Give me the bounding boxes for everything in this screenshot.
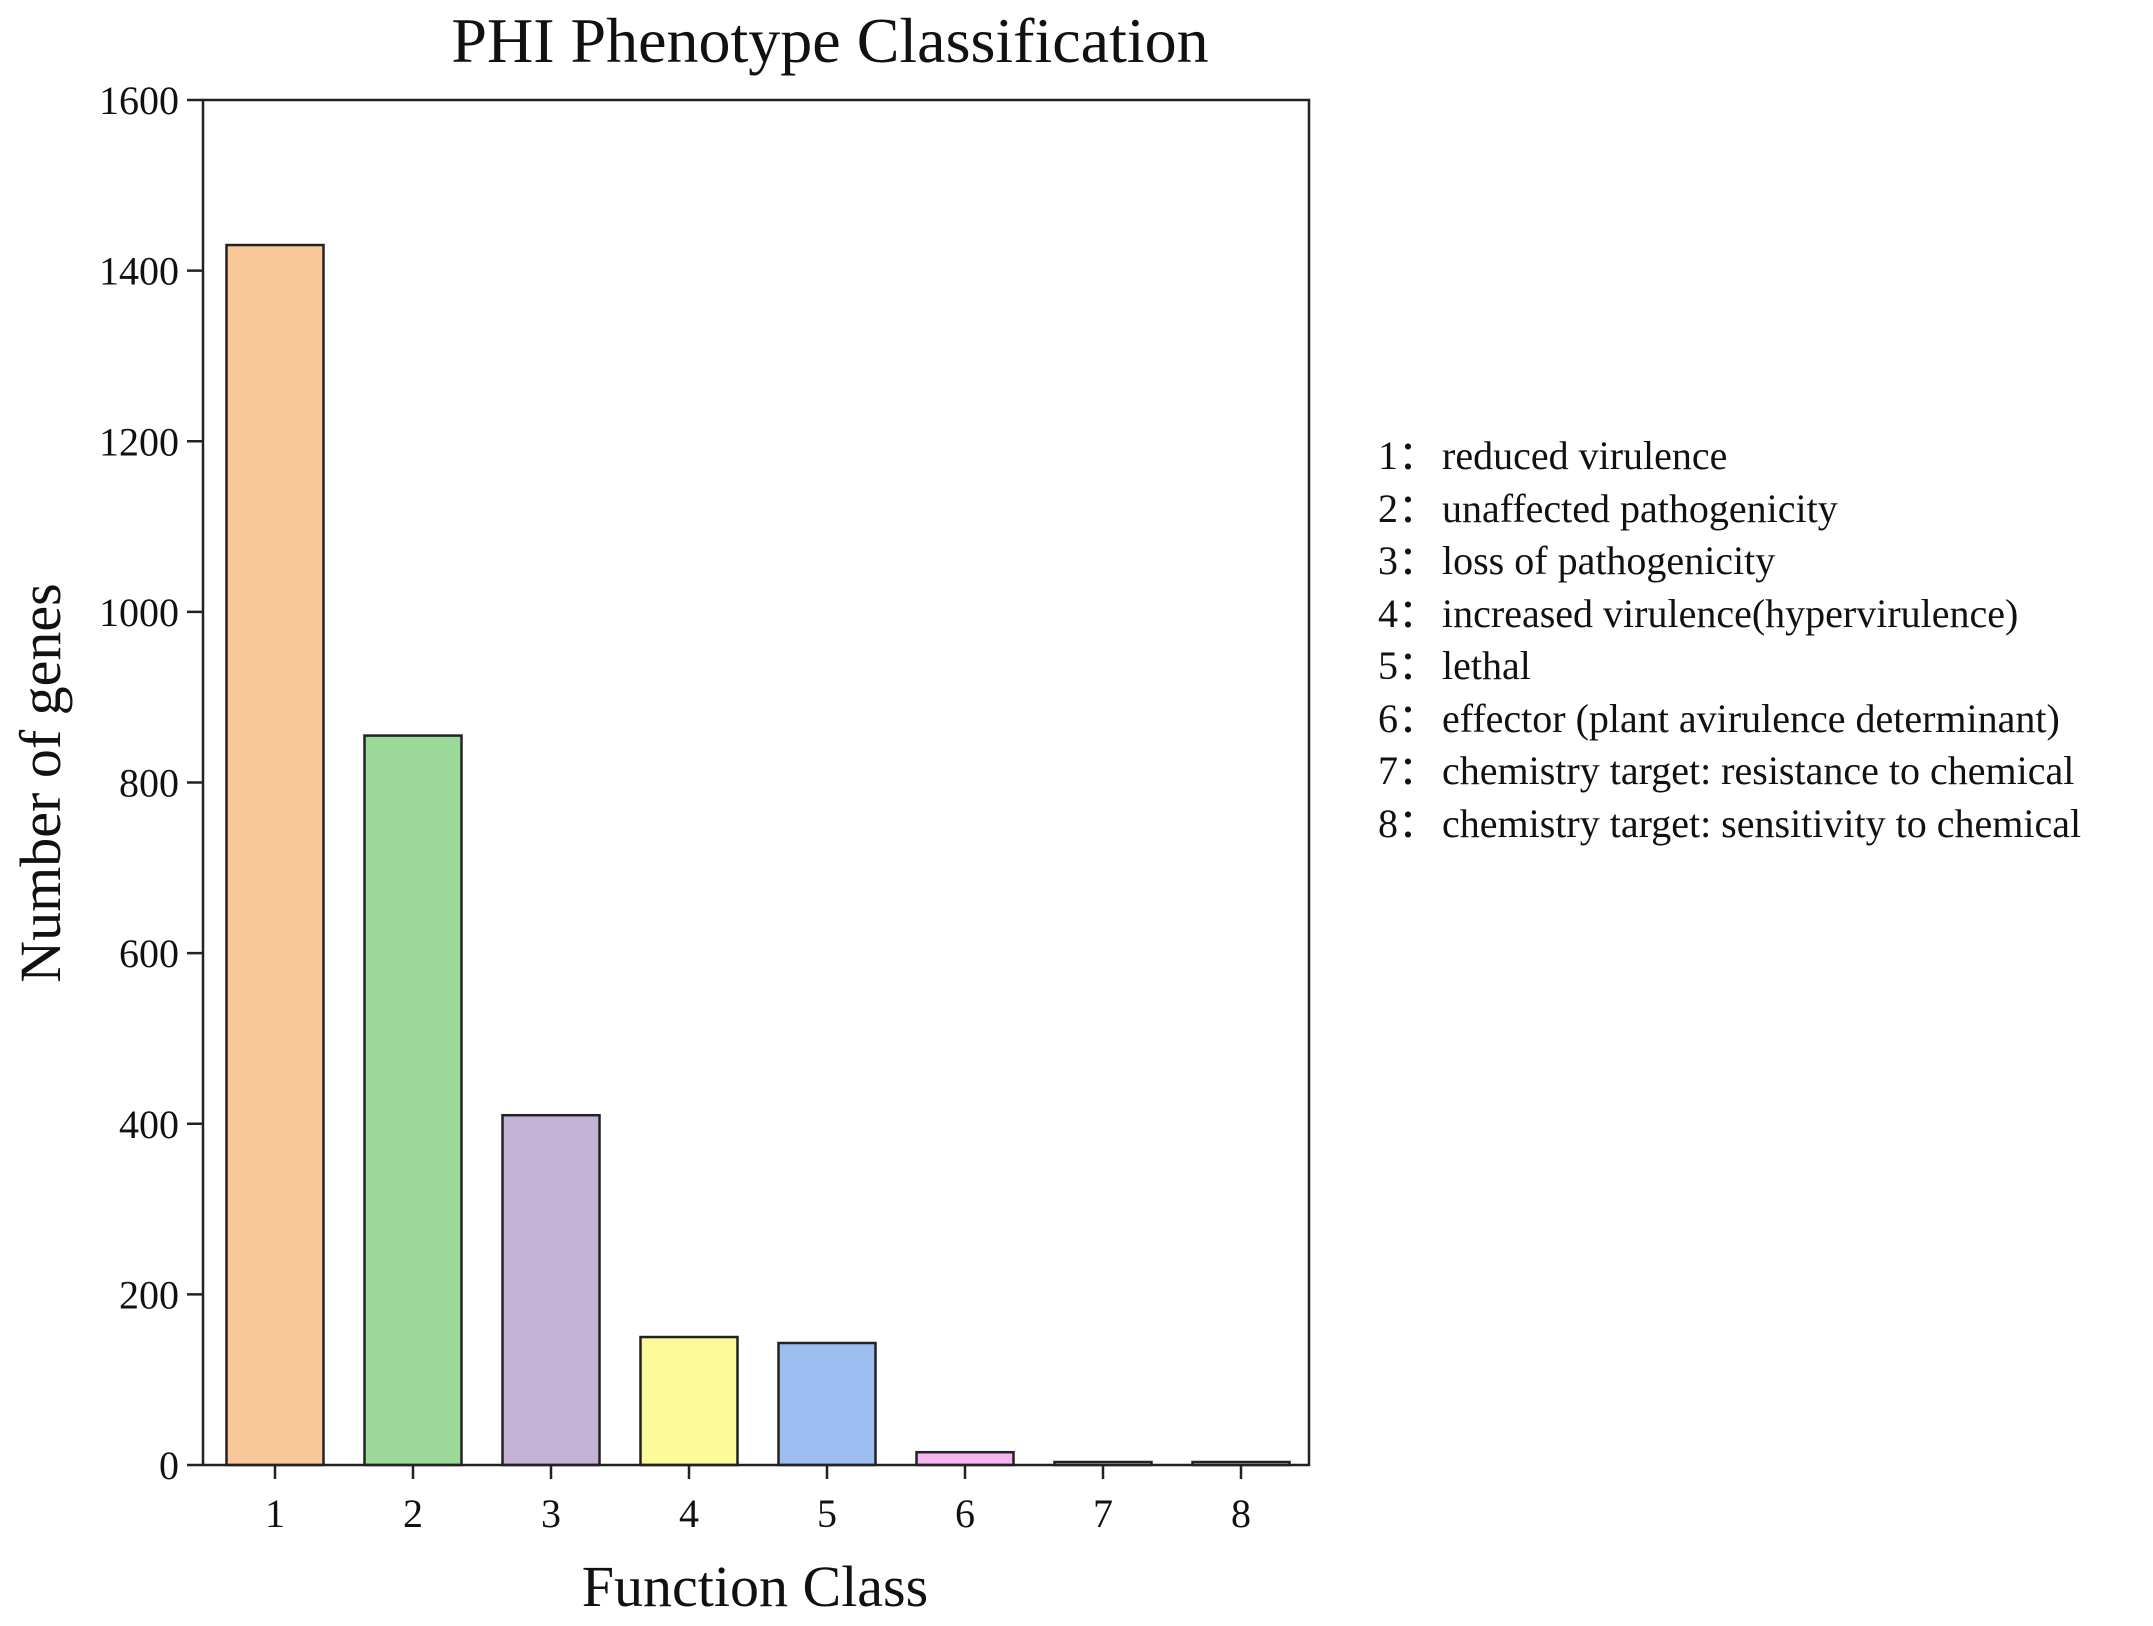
- y-tick-label: 800: [119, 761, 179, 806]
- legend-item-label: unaffected pathogenicity: [1442, 485, 1838, 531]
- x-tick-label: 7: [1093, 1491, 1113, 1536]
- chart-title: PHI Phenotype Classification: [451, 5, 1208, 76]
- legend-item-number: 6：: [1378, 695, 1438, 741]
- legend-item-number: 7：: [1378, 748, 1438, 793]
- plot-area: 0 200 400 600 800 1000 1200 1400 1600 1 2 3 4 5 6 7 8: [99, 78, 1311, 1536]
- bar: [639, 1335, 739, 1467]
- legend-item-number: 4：: [1378, 590, 1438, 636]
- legend-item-label: lethal: [1442, 643, 1531, 688]
- legend-item-label: effector (plant avirulence determinant): [1442, 695, 2060, 741]
- legend-item: 7： chemistry target: resistance to chemi…: [1378, 745, 2081, 798]
- y-tick-label: 1200: [99, 419, 179, 464]
- bar: [225, 243, 325, 1467]
- x-tick-label: 8: [1231, 1491, 1251, 1536]
- y-tick-label: 1000: [99, 590, 179, 635]
- x-axis-title: Function Class: [582, 1554, 928, 1619]
- legend-item-label: chemistry target: resistance to chemical: [1442, 748, 2075, 793]
- legend-item: 1： reduced virulence: [1378, 430, 2081, 483]
- plot-frame: [201, 98, 1311, 1467]
- bar: [777, 1341, 877, 1467]
- bar: [363, 734, 463, 1467]
- legend-item: 8： chemistry target: sensitivity to chem…: [1378, 798, 2081, 851]
- y-axis-title: Number of genes: [8, 583, 73, 982]
- y-tick-label: 400: [119, 1102, 179, 1147]
- y-tick-label: 0: [159, 1443, 179, 1488]
- legend-item-label: loss of pathogenicity: [1442, 538, 1776, 583]
- legend-item-label: increased virulence(hypervirulence): [1442, 590, 2019, 636]
- bar: [501, 1113, 601, 1467]
- y-tick-label: 200: [119, 1272, 179, 1317]
- legend-item-number: 3：: [1378, 538, 1438, 583]
- x-tick-label: 1: [265, 1491, 285, 1536]
- legend-item: 5： lethal: [1378, 640, 2081, 693]
- x-tick-label: 3: [541, 1491, 561, 1536]
- y-tick-label: 1600: [99, 78, 179, 123]
- legend-item-number: 5：: [1378, 643, 1438, 688]
- legend-item-label: chemistry target: sensitivity to chemica…: [1442, 800, 2082, 846]
- y-tick-label: 600: [119, 931, 179, 976]
- x-tick-label: 2: [403, 1491, 423, 1536]
- legend-item-label: reduced virulence: [1442, 433, 1728, 478]
- legend-item-number: 1：: [1378, 433, 1438, 478]
- legend-item-number: 8：: [1378, 800, 1438, 846]
- x-tick-label: 6: [955, 1491, 975, 1536]
- x-tick-label: 4: [679, 1491, 699, 1536]
- x-tick-label: 5: [817, 1491, 837, 1536]
- legend-item: 4： increased virulence(hypervirulence): [1378, 588, 2081, 641]
- bar: [915, 1450, 1015, 1467]
- legend: 1： reduced virulence 2： unaffected patho…: [1378, 430, 2081, 850]
- legend-item: 2： unaffected pathogenicity: [1378, 483, 2081, 536]
- y-tick-label: 1400: [99, 249, 179, 294]
- legend-item: 3： loss of pathogenicity: [1378, 535, 2081, 588]
- legend-item-number: 2：: [1378, 485, 1438, 531]
- legend-item: 6： effector (plant avirulence determinan…: [1378, 693, 2081, 746]
